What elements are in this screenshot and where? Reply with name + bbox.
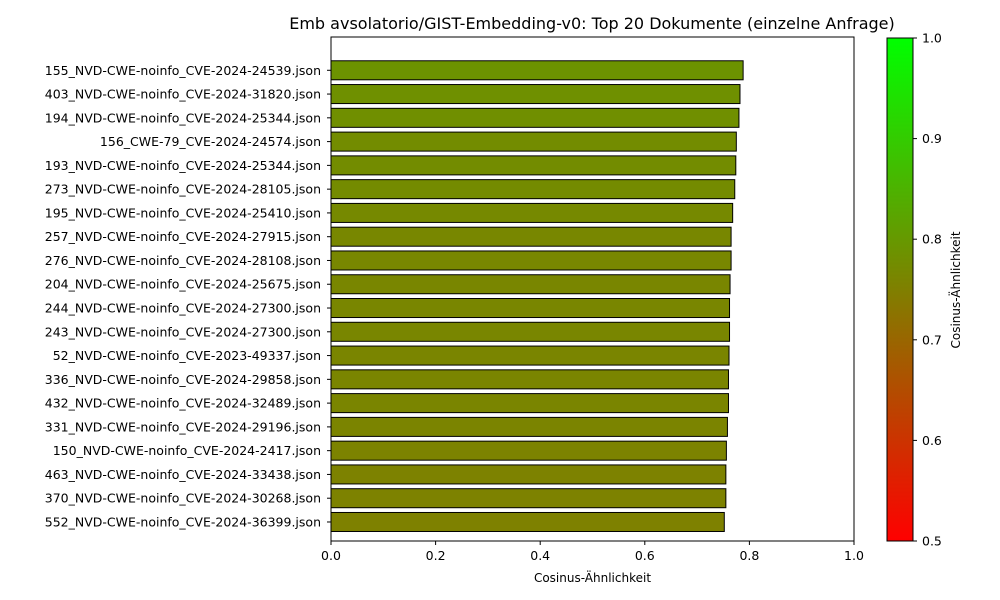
- colorbar-ticks: 0.5 0.6 0.7 0.8 0.9 1.0: [913, 31, 942, 549]
- x-tick-label: 0.0: [321, 548, 341, 563]
- y-tick-label: 244_NVD-CWE-noinfo_CVE-2024-27300.json: [45, 301, 321, 316]
- y-tick-label: 155_NVD-CWE-noinfo_CVE-2024-24539.json: [45, 63, 321, 78]
- chart-title: Emb avsolatorio/GIST-Embedding-v0: Top 2…: [289, 14, 895, 33]
- y-tick-label: 193_NVD-CWE-noinfo_CVE-2024-25344.json: [45, 158, 321, 173]
- x-tick-label: 1.0: [844, 548, 864, 563]
- x-tick-label: 0.8: [739, 548, 759, 563]
- bar: [330, 298, 731, 319]
- y-tick-label: 204_NVD-CWE-noinfo_CVE-2024-25675.json: [45, 277, 321, 292]
- y-tick-label: 150_NVD-CWE-noinfo_CVE-2024-2417.json: [53, 443, 321, 458]
- x-tick-label: 0.6: [635, 548, 655, 563]
- bar: [330, 60, 744, 81]
- colorbar-tick-label: 0.7: [922, 332, 942, 347]
- colorbar: [886, 37, 914, 542]
- y-tick-label: 331_NVD-CWE-noinfo_CVE-2024-29196.json: [45, 419, 321, 434]
- y-tick-label: 432_NVD-CWE-noinfo_CVE-2024-32489.json: [45, 396, 321, 411]
- colorbar-tick-label: 1.0: [922, 31, 942, 46]
- bar: [330, 416, 728, 437]
- bar: [330, 179, 736, 200]
- bar: [330, 488, 727, 509]
- y-tick-label: 276_NVD-CWE-noinfo_CVE-2024-28108.json: [45, 253, 321, 268]
- bar: [330, 226, 732, 247]
- bar: [330, 464, 727, 485]
- y-tick-label: 552_NVD-CWE-noinfo_CVE-2024-36399.json: [45, 514, 321, 529]
- bar: [330, 202, 734, 223]
- y-tick-label: 273_NVD-CWE-noinfo_CVE-2024-28105.json: [45, 182, 321, 197]
- bar: [330, 155, 737, 176]
- y-tick-label: 463_NVD-CWE-noinfo_CVE-2024-33438.json: [45, 467, 321, 482]
- plot-frame: [330, 36, 855, 542]
- bar: [330, 511, 725, 532]
- y-tick-label: 156_CWE-79_CVE-2024-24574.json: [100, 134, 321, 149]
- colorbar-label: Cosinus-Ähnlichkeit: [948, 231, 963, 348]
- x-axis-label: Cosinus-Ähnlichkeit: [534, 570, 651, 585]
- colorbar-tick-label: 0.9: [922, 131, 942, 146]
- bar: [330, 84, 741, 105]
- y-tick-label: 370_NVD-CWE-noinfo_CVE-2024-30268.json: [45, 491, 321, 506]
- bar: [330, 393, 729, 414]
- bar: [330, 274, 731, 295]
- colorbar-tick-label: 0.6: [922, 433, 942, 448]
- bar: [330, 369, 729, 390]
- bar: [330, 345, 730, 366]
- bar: [330, 107, 740, 128]
- y-tick-label: 403_NVD-CWE-noinfo_CVE-2024-31820.json: [45, 87, 321, 102]
- x-tick-label: 0.2: [426, 548, 446, 563]
- colorbar-tick-label: 0.8: [922, 232, 942, 247]
- y-tick-label: 336_NVD-CWE-noinfo_CVE-2024-29858.json: [45, 372, 321, 387]
- y-tick-label: 243_NVD-CWE-noinfo_CVE-2024-27300.json: [45, 324, 321, 339]
- y-tick-label: 257_NVD-CWE-noinfo_CVE-2024-27915.json: [45, 229, 321, 244]
- y-tick-label: 52_NVD-CWE-noinfo_CVE-2023-49337.json: [53, 348, 321, 363]
- y-tick-label: 194_NVD-CWE-noinfo_CVE-2024-25344.json: [45, 110, 321, 125]
- y-tick-labels: 155_NVD-CWE-noinfo_CVE-2024-24539.json 40…: [45, 63, 331, 529]
- bars-group: [330, 60, 744, 532]
- x-tick-label: 0.4: [530, 548, 550, 563]
- y-tick-label: 195_NVD-CWE-noinfo_CVE-2024-25410.json: [45, 205, 321, 220]
- bar: [330, 440, 727, 461]
- bar: [330, 250, 732, 271]
- bar: [330, 321, 731, 342]
- bar: [330, 131, 737, 152]
- colorbar-tick-label: 0.5: [922, 534, 942, 549]
- x-ticks: 0.0 0.2 0.4 0.6 0.8 1.0: [321, 541, 864, 563]
